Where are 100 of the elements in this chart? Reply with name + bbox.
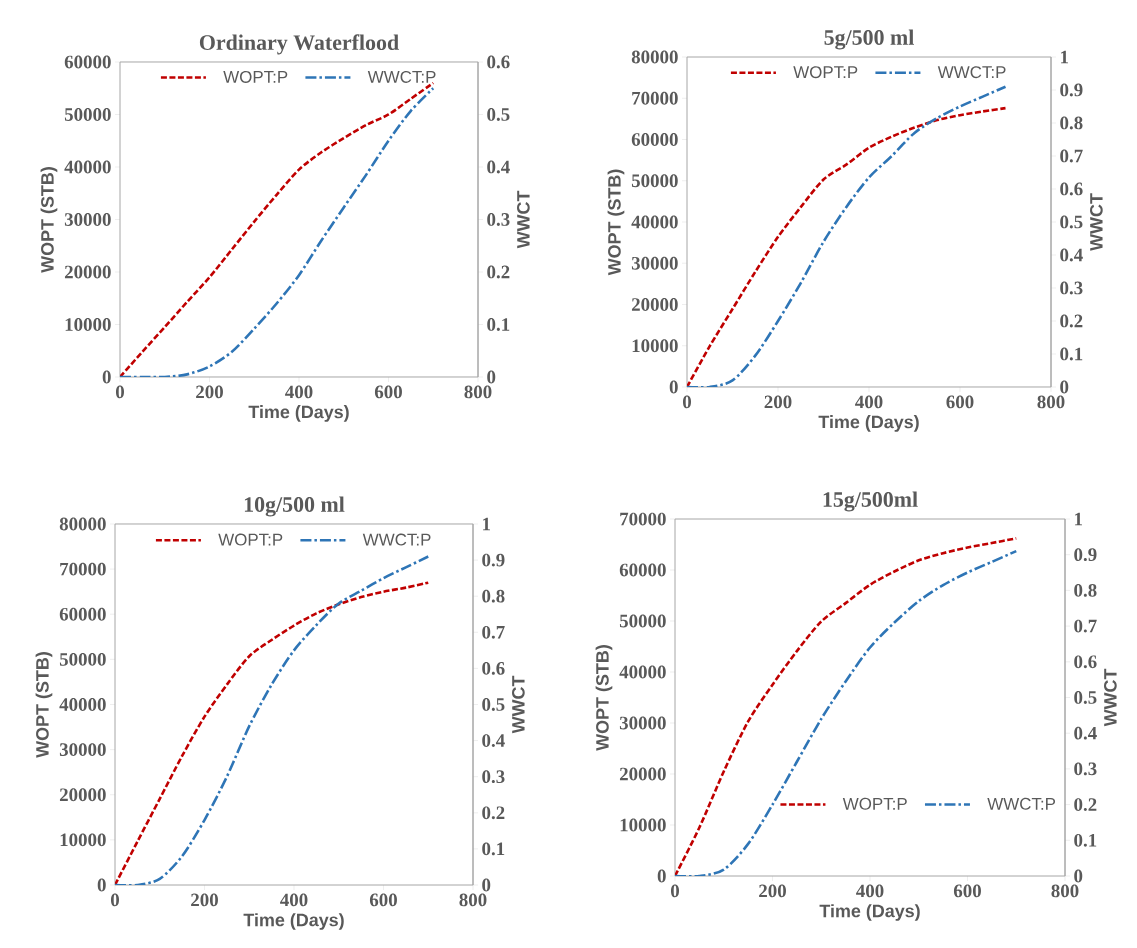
y2-tick-label: 0	[487, 370, 496, 384]
y-tick-label: 30000	[64, 213, 111, 226]
x-axis-title: Time (Days)	[248, 405, 349, 422]
y-tick-label: 40000	[619, 665, 666, 679]
legend-label: WWCT:P	[987, 797, 1056, 810]
chart-title: Ordinary Waterflood	[199, 34, 399, 55]
y-tick-label: 50000	[59, 652, 106, 666]
y-tick-label: 40000	[64, 160, 111, 174]
y2-tick-label: 0.6	[1060, 182, 1083, 196]
y2-tick-label: 0.9	[482, 553, 505, 567]
y2-tick-label: 0.9	[1074, 548, 1097, 562]
y2-tick-label: 1	[1061, 50, 1069, 64]
y2-tick-label: 1	[1075, 512, 1083, 526]
x-tick-label: 0	[682, 395, 692, 409]
y2-tick-label: 0.2	[487, 265, 510, 279]
y-tick-label: 20000	[59, 788, 106, 802]
y2-tick-label: 0.4	[487, 160, 510, 174]
x-tick-label: 200	[196, 385, 223, 399]
y2-tick-label: 0.5	[1060, 215, 1083, 229]
x-tick-label: 200	[759, 884, 786, 898]
y-tick-label: 60000	[619, 563, 666, 577]
y2-tick-label: 0.5	[1074, 691, 1097, 704]
x-axis-title: Time (Days)	[818, 415, 919, 432]
legend-label: WOPT:P	[842, 797, 907, 810]
y-tick-label: 50000	[631, 174, 678, 188]
y-tick-label: 20000	[64, 265, 111, 279]
y-tick-label: 30000	[59, 743, 106, 757]
legend-label: WOPT:P	[793, 66, 858, 79]
y2-tick-label: 0.1	[487, 318, 510, 331]
x-tick-label: 600	[953, 884, 981, 898]
y2-tick-label: 0.7	[1060, 149, 1083, 163]
y-tick-label: 10000	[65, 318, 111, 331]
y2-tick-label: 0	[1074, 869, 1083, 883]
y-tick-label: 30000	[619, 716, 666, 730]
x-tick-label: 600	[374, 385, 402, 399]
y-tick-label: 20000	[619, 767, 666, 781]
y-tick-label: 50000	[619, 614, 666, 628]
y2-tick-label: 0.8	[1074, 583, 1097, 597]
x-tick-label: 800	[1037, 395, 1065, 409]
y2-tick-label: 0.5	[482, 698, 505, 711]
y-tick-label: 10000	[620, 818, 666, 832]
y-axis-title: WOPT (STB)	[35, 652, 53, 758]
y2-tick-label: 0.3	[1074, 762, 1097, 776]
y2-axis-title: WWCT	[1104, 668, 1117, 727]
y-axis-title: WOPT (STB)	[607, 169, 625, 276]
x-tick-label: 400	[285, 385, 313, 399]
y2-tick-label: 0.2	[1074, 798, 1097, 812]
y2-tick-label: 0.2	[482, 806, 505, 820]
x-tick-label: 200	[764, 395, 792, 409]
y-tick-label: 40000	[631, 215, 678, 229]
y2-tick-label: 0.1	[1060, 347, 1083, 361]
y-axis-title: WOPT (STB)	[595, 645, 613, 751]
x-tick-label: 600	[369, 893, 397, 907]
y-tick-label: 40000	[59, 698, 106, 711]
y2-tick-label: 0.6	[482, 661, 505, 675]
y2-tick-label: 0.2	[1060, 314, 1083, 328]
y-tick-label: 10000	[60, 833, 106, 847]
y-tick-label: 70000	[620, 512, 666, 526]
y2-tick-label: 0.6	[1074, 655, 1097, 669]
y-tick-label: 80000	[631, 50, 678, 64]
y2-tick-label: 0.3	[482, 770, 505, 784]
x-tick-label: 400	[855, 395, 883, 409]
x-axis-title: Time (Days)	[819, 904, 920, 921]
y2-tick-label: 1	[483, 517, 491, 531]
x-axis-title: Time (Days)	[243, 913, 344, 930]
y-tick-label: 30000	[631, 256, 678, 270]
y2-tick-label: 0.3	[1060, 281, 1083, 295]
x-tick-label: 600	[946, 395, 974, 409]
y2-tick-label: 0.8	[1060, 116, 1083, 130]
x-tick-label: 800	[459, 893, 487, 907]
y-tick-label: 60000	[631, 133, 678, 146]
y2-tick-label: 0.5	[487, 108, 510, 121]
legend-label: WOPT:P	[218, 533, 283, 546]
y-tick-label: 80000	[59, 517, 106, 531]
x-tick-label: 800	[1051, 884, 1079, 898]
y-tick-label: 20000	[631, 298, 678, 311]
y-axis-title: WOPT (STB)	[40, 167, 58, 273]
chart-title: 10g/500 ml	[244, 496, 345, 517]
y2-axis-title: WWCT	[512, 675, 525, 734]
y2-tick-label: 0.3	[487, 213, 510, 226]
y-tick-label: 0	[102, 370, 111, 384]
y-tick-label: 70000	[632, 91, 678, 105]
chart-title: 5g/500 ml	[824, 29, 914, 50]
y2-tick-label: 0.4	[482, 734, 505, 748]
legend-label: WOPT:P	[223, 70, 288, 83]
x-tick-label: 400	[856, 884, 884, 898]
y2-tick-label: 0.6	[487, 55, 510, 69]
y-tick-label: 60000	[64, 55, 111, 69]
y-tick-label: 70000	[60, 562, 106, 576]
legend-label: WWCT:P	[937, 66, 1006, 79]
x-tick-label: 200	[191, 893, 218, 907]
x-tick-label: 400	[280, 893, 308, 907]
y2-tick-label: 0.1	[1074, 833, 1097, 847]
legend-label: WWCT:P	[367, 70, 436, 83]
y2-tick-label: 0.7	[482, 625, 505, 639]
chart-title: 15g/500ml	[823, 491, 918, 512]
legend-label: WWCT:P	[362, 533, 431, 546]
y2-tick-label: 0.4	[1060, 248, 1083, 262]
x-tick-label: 800	[464, 385, 492, 399]
y2-axis-title: WWCT	[1090, 193, 1103, 251]
